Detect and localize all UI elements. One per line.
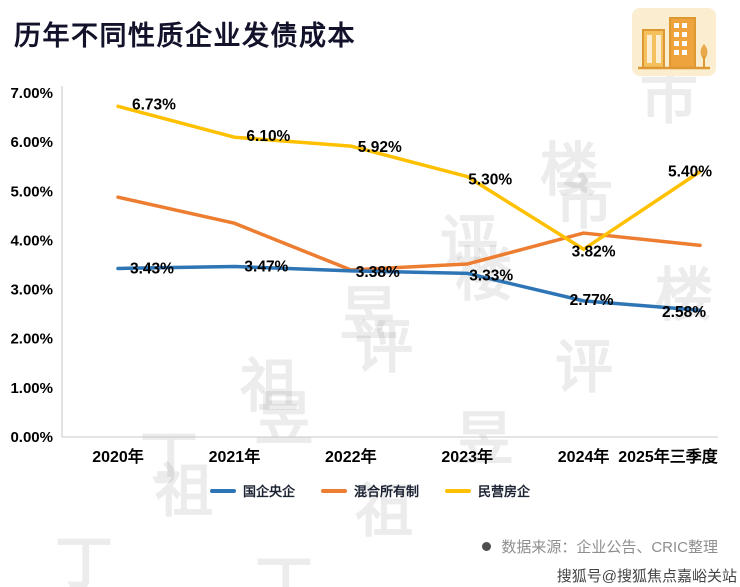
x-tick-label: 2021年 <box>209 447 261 466</box>
data-label: 3.43% <box>130 260 174 277</box>
legend-label: 混合所有制 <box>353 484 419 499</box>
y-tick-label: 5.00% <box>10 183 53 200</box>
y-tick-label: 3.00% <box>10 282 53 299</box>
series-line-2 <box>116 104 702 252</box>
data-label: 3.38% <box>356 264 400 281</box>
y-tick-label: 6.00% <box>10 134 53 151</box>
legend-swatch-icon <box>320 488 347 493</box>
watermark-char: 丁 <box>55 531 114 587</box>
y-tick-label: 4.00% <box>10 232 53 249</box>
watermark-char: 丁 <box>255 551 314 587</box>
data-label: 2.58% <box>662 304 706 321</box>
legend-label: 国企央企 <box>242 484 295 499</box>
data-source-row: 数据来源：企业公告、CRIC整理 <box>482 536 718 557</box>
y-tick-label: 2.00% <box>10 331 53 348</box>
data-label: 6.10% <box>246 128 290 145</box>
data-label: 6.73% <box>132 96 176 113</box>
buildings-icon <box>630 6 718 83</box>
data-label: 3.33% <box>469 267 513 284</box>
chart-legend: 国企央企 混合所有制 民营房企 <box>0 481 740 500</box>
line-chart: 0.00% 1.00% 2.00% 3.00% 4.00% 5.00% 6.00% 7.00%… <box>0 80 740 475</box>
y-tick-label: 7.00% <box>10 85 53 102</box>
data-label: 5.40% <box>668 164 712 181</box>
legend-item-2: 民营房企 <box>445 481 530 500</box>
legend-swatch-icon <box>445 488 471 493</box>
data-label: 2.77% <box>570 292 614 309</box>
y-tick-label: 1.00% <box>10 380 53 397</box>
data-source-text: 数据来源：企业公告、CRIC整理 <box>501 539 718 556</box>
x-tick-label: 2025年三季度 <box>618 447 719 466</box>
data-label: 5.92% <box>358 139 402 156</box>
legend-item-0: 国企央企 <box>209 481 295 500</box>
data-label: 5.30% <box>468 172 512 189</box>
data-label: 3.47% <box>244 258 288 275</box>
x-tick-label: 2023年 <box>441 447 493 466</box>
dot-icon <box>482 542 492 551</box>
watermark-brand: 搜狐号@搜狐焦点嘉峪关站 <box>556 568 737 585</box>
x-tick-label: 2024年 <box>558 447 610 466</box>
legend-label: 民营房企 <box>478 484 531 499</box>
series-line-0 <box>116 264 702 312</box>
x-tick-label: 2020年 <box>92 447 144 466</box>
page-title: 历年不同性质企业发债成本 <box>14 21 356 51</box>
chart-canvas: 0.00% 1.00% 2.00% 3.00% 4.00% 5.00% 6.00% 7.00%… <box>10 85 719 466</box>
legend-swatch-icon <box>209 488 236 493</box>
data-label: 3.82% <box>572 243 616 260</box>
legend-item-1: 混合所有制 <box>320 481 419 500</box>
x-tick-label: 2022年 <box>325 447 377 466</box>
y-tick-label: 0.00% <box>10 429 53 446</box>
